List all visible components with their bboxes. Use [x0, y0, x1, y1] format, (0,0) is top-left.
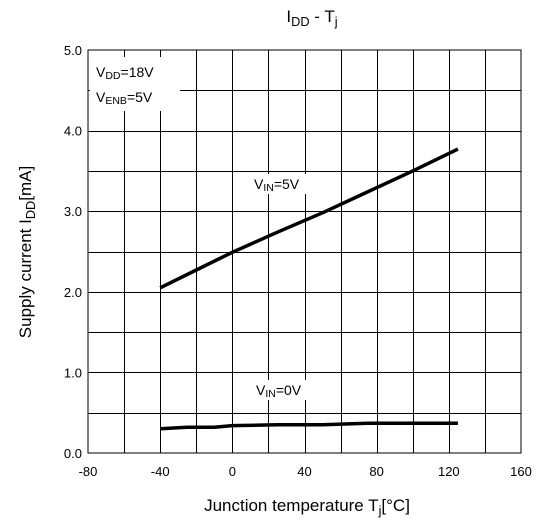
series-label-vin-5v: VIN=5V	[254, 176, 300, 194]
x-tick-label: 120	[438, 464, 460, 479]
x-axis-ticks: -80 -40 0 40 80 120 160	[79, 464, 532, 479]
y-tick-label: 2.0	[64, 285, 82, 300]
condition-venb: VENB=5V	[96, 89, 153, 107]
x-tick-label: 160	[510, 464, 532, 479]
conditions-box	[90, 57, 180, 111]
grid	[88, 50, 521, 453]
series-line-vin-5v	[159, 147, 459, 290]
series-label-bg-vin-5v	[250, 174, 322, 194]
y-tick-label: 3.0	[64, 204, 82, 219]
y-tick-label: 5.0	[64, 43, 82, 58]
series-line-vin-0v	[160, 421, 458, 431]
x-tick-label: -80	[79, 464, 98, 479]
condition-vdd: VDD=18V	[96, 64, 154, 82]
chart-title: IDD - Tj	[286, 7, 337, 29]
x-axis-label: Junction temperature Tj[°C]	[204, 496, 410, 518]
x-tick-label: 80	[369, 464, 383, 479]
series-label-bg-vin-0v	[252, 380, 324, 400]
y-axis-ticks: 0.0 1.0 2.0 3.0 4.0 5.0	[64, 43, 82, 461]
y-tick-label: 0.0	[64, 446, 82, 461]
y-axis-label: Supply current IDD[mA]	[16, 166, 38, 338]
y-tick-label: 4.0	[64, 124, 82, 139]
y-tick-label: 1.0	[64, 365, 82, 380]
x-tick-label: 0	[229, 464, 236, 479]
series-label-vin-0v: VIN=0V	[256, 382, 302, 400]
plot-frame	[87, 49, 522, 454]
x-tick-label: -40	[151, 464, 170, 479]
x-tick-label: 40	[297, 464, 311, 479]
